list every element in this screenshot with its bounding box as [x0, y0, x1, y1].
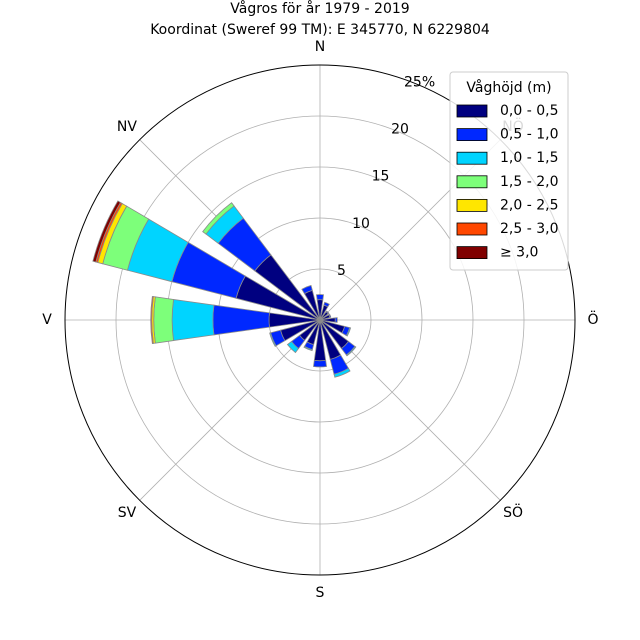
legend-entry-label: 2,5 - 3,0	[500, 221, 558, 237]
legend-box	[449, 71, 569, 271]
rose-bar-segment	[323, 301, 330, 308]
chart-title: Vågros för år 1979 - 2019	[230, 0, 409, 17]
rose-bar-segment	[92, 200, 122, 263]
rose-bar-segment	[315, 294, 325, 301]
radial-tick-labels: 5 10 15 20 25%	[337, 74, 435, 278]
legend-swatch	[456, 175, 488, 189]
direction-label: Ö	[587, 310, 598, 328]
rose-bar-segment	[313, 359, 327, 368]
legend-swatch	[456, 246, 488, 260]
rose-bar-segment	[153, 296, 174, 344]
legend-swatch	[456, 151, 488, 165]
rose-bar-segment	[333, 367, 351, 378]
legend-entry-label: 1,5 - 2,0	[500, 174, 558, 190]
direction-label: V	[42, 312, 52, 328]
direction-label: N	[315, 39, 325, 55]
radial-tick-label: 5	[337, 263, 346, 279]
radial-tick-label: 25%	[404, 74, 435, 90]
radial-tick-label: 20	[391, 122, 409, 138]
radial-tick-label: 15	[372, 169, 390, 185]
rose-bar-segment	[286, 340, 300, 354]
legend-entry-label: 0,0 - 0,5	[500, 103, 558, 119]
rose-bar-segment	[325, 310, 330, 315]
rose-bar-segment	[212, 304, 270, 336]
legend-entry-label: 0,5 - 1,0	[500, 127, 558, 143]
rose-bar-segment	[202, 202, 235, 235]
outer-ring	[64, 64, 576, 576]
rose-bar-segment	[269, 332, 277, 347]
rose-bar-segment	[334, 317, 338, 323]
rose-bar-segment	[303, 345, 313, 352]
legend-entry-label: 2,0 - 2,5	[500, 197, 558, 213]
grid-spoke	[139, 319, 321, 501]
legend-swatch	[456, 104, 488, 118]
chart-subtitle: Koordinat (Sweref 99 TM): E 345770, N 62…	[150, 22, 490, 38]
radial-tick-label: 10	[352, 216, 370, 232]
rose-bar-segment	[328, 313, 332, 318]
direction-label: S	[316, 585, 325, 601]
rose-bar-segment	[150, 295, 154, 345]
rose-bars	[92, 200, 357, 378]
legend-swatch	[456, 222, 488, 236]
direction-label: SÖ	[503, 503, 523, 521]
rose-bar-segment	[301, 284, 313, 295]
legend-swatch	[456, 198, 488, 212]
rose-bar-segment	[345, 345, 357, 357]
legend-entry-label: ≥ 3,0	[500, 245, 538, 261]
legend-entry-label: 1,0 - 1,5	[500, 150, 558, 166]
legend: Våghöjd (m) 0,0 - 0,5 0,5 - 1,0 1,0 - 1,5 1,…	[449, 71, 569, 271]
direction-label: NV	[117, 119, 137, 135]
legend-swatch	[456, 128, 488, 142]
legend-title: Våghöjd (m)	[466, 79, 551, 96]
direction-label: SV	[118, 505, 137, 521]
rose-bar-segment	[345, 327, 352, 337]
rose-bar-segment	[171, 298, 215, 342]
